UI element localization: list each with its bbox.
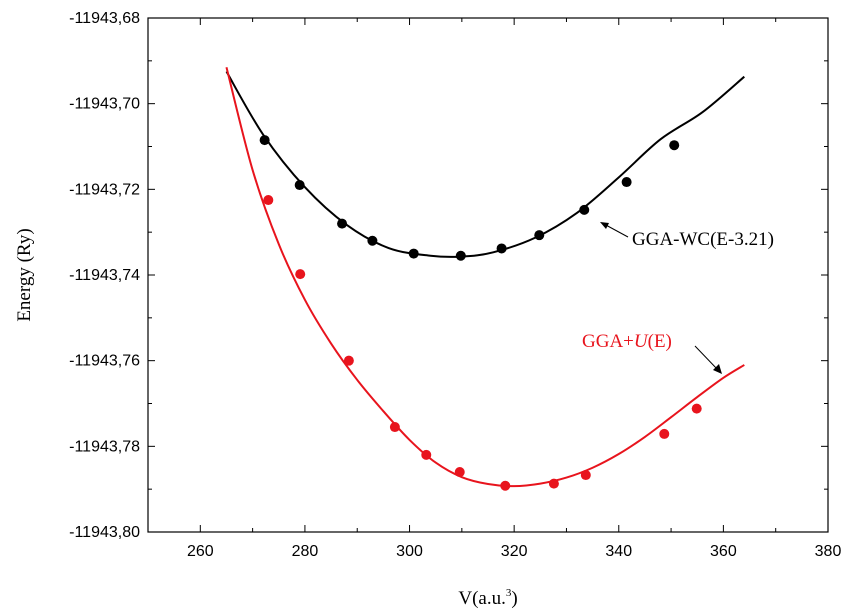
data-point	[455, 250, 466, 261]
fit-curve-1	[225, 67, 745, 488]
fit-curve-0	[225, 71, 745, 258]
annotation-arrow-line	[603, 223, 629, 238]
y-tick-labels: -11943,80 -11943,78 -11943,76 -11943,74 -119…	[69, 10, 140, 541]
y-tick-label: -11943,68	[69, 10, 140, 27]
x-tick-label: 380	[815, 543, 842, 560]
y-tick-label: -11943,70	[69, 96, 140, 113]
y-axis-title: Energy (Ry)	[14, 228, 35, 321]
y-tick-label: -11943,74	[69, 267, 140, 284]
data-point	[500, 480, 511, 491]
data-point	[669, 140, 680, 151]
data-point	[295, 269, 306, 280]
axis-ticks	[147, 17, 829, 533]
data-point	[454, 467, 465, 478]
data-point	[580, 470, 591, 481]
plot-frame	[147, 17, 829, 533]
x-tick-label: 360	[710, 543, 737, 560]
annotation-arrow-line	[694, 345, 719, 371]
annotation-gga-wc: GGA-WC(E-3.21)	[600, 222, 774, 250]
y-tick-label: -11943,72	[69, 181, 140, 198]
data-point	[259, 135, 270, 146]
data-point	[343, 355, 354, 366]
data-point	[337, 218, 348, 229]
data-point	[294, 180, 305, 191]
data-point	[659, 428, 670, 439]
data-point	[408, 248, 419, 259]
data-point	[534, 230, 545, 241]
series-label-gga-wc: GGA-WC(E-3.21)	[632, 229, 774, 250]
series-layer	[225, 67, 745, 491]
series-label-gga-u: GGA+U(E)	[582, 331, 672, 352]
y-tick-label: -11943,80	[69, 524, 140, 541]
series-0	[225, 71, 745, 261]
data-point	[421, 449, 432, 460]
data-point	[263, 195, 274, 206]
data-point	[496, 243, 507, 254]
x-tick-label: 320	[501, 543, 528, 560]
x-tick-label: 340	[605, 543, 632, 560]
data-point	[548, 478, 559, 489]
y-tick-label: -11943,78	[69, 438, 140, 455]
series-1	[225, 67, 745, 491]
annotation-gga-u: GGA+U(E)	[582, 331, 722, 374]
annotation-arrowhead	[713, 364, 722, 374]
annotation-arrowhead	[600, 222, 609, 229]
data-point	[579, 204, 590, 215]
data-point	[389, 422, 400, 433]
x-axis-title: V(a.u.3)	[458, 587, 517, 609]
x-tick-label: 280	[292, 543, 319, 560]
x-tick-label: 260	[187, 543, 214, 560]
data-point	[367, 235, 378, 246]
x-tick-labels: 260 280 300 320 340 360 380	[187, 543, 841, 560]
x-tick-label: 300	[396, 543, 423, 560]
y-tick-label: -11943,76	[69, 353, 140, 370]
data-point	[691, 403, 702, 414]
data-point	[621, 177, 632, 188]
